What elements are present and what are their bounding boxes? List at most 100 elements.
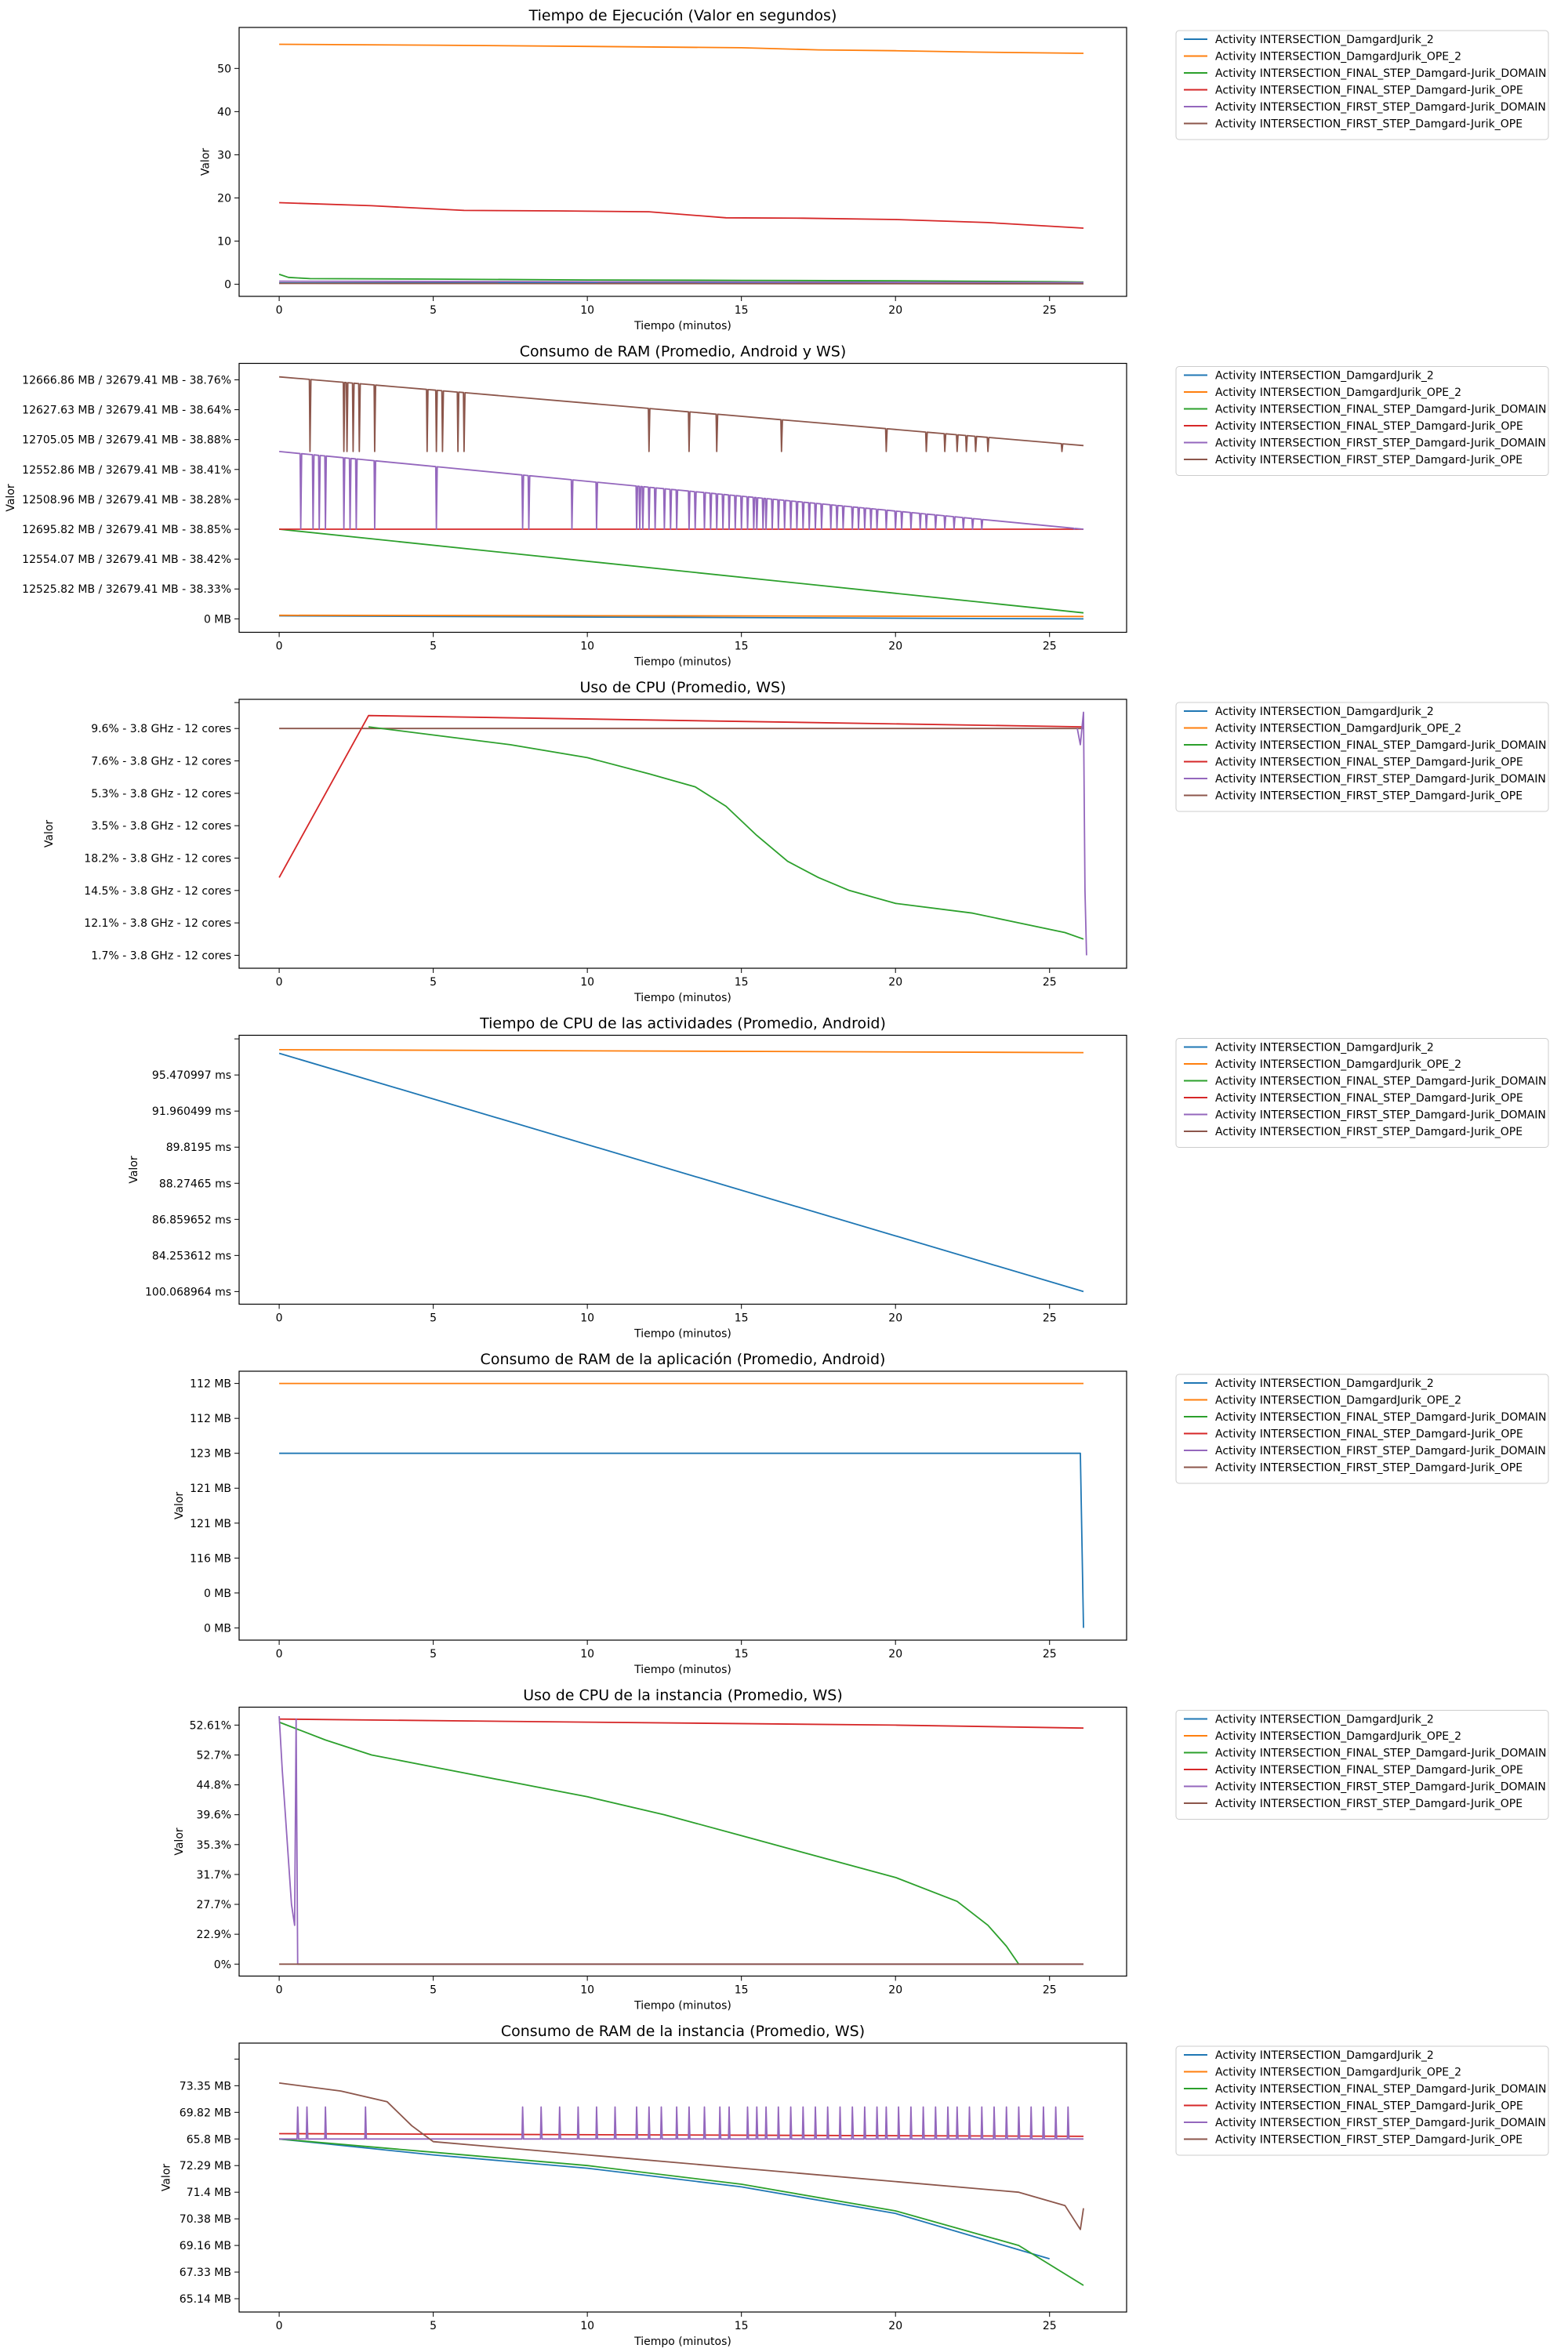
chart-3-y-tick-label: 7.6% - 3.8 GHz - 12 cores bbox=[91, 756, 231, 768]
chart-1-legend-entry: Activity INTERSECTION_FIRST_STEP_Damgard… bbox=[1215, 101, 1546, 114]
chart-5-y-axis-label: Valor bbox=[173, 1492, 186, 1520]
chart-6-y-tick-label: 44.8% bbox=[197, 1780, 231, 1792]
chart-6-title: Uso de CPU de la instancia (Promedio, WS… bbox=[523, 1687, 843, 1704]
chart-4-y-tick-label: 89.8195 ms bbox=[166, 1142, 231, 1154]
chart-4-x-tick-label: 15 bbox=[735, 1312, 749, 1325]
chart-3-legend-entry: Activity INTERSECTION_FIRST_STEP_Damgard… bbox=[1215, 773, 1546, 786]
chart-5-x-tick-label: 15 bbox=[735, 1648, 749, 1661]
chart-4-legend-entry: Activity INTERSECTION_FIRST_STEP_Damgard… bbox=[1215, 1109, 1546, 1122]
chart-4-legend-entry: Activity INTERSECTION_FINAL_STEP_Damgard… bbox=[1215, 1076, 1546, 1088]
chart-4-y-axis-label: Valor bbox=[128, 1156, 140, 1184]
chart-1-x-tick-label: 0 bbox=[276, 304, 283, 317]
chart-5-title: Consumo de RAM de la aplicación (Promedi… bbox=[481, 1351, 886, 1368]
chart-3-legend-entry: Activity INTERSECTION_DamgardJurik_2 bbox=[1215, 706, 1434, 718]
chart-3-series-5 bbox=[1076, 711, 1087, 956]
chart-4-x-tick-label: 20 bbox=[888, 1312, 902, 1325]
chart-6-y-tick-label: 27.7% bbox=[197, 1899, 231, 1911]
chart-2-legend-entry: Activity INTERSECTION_FIRST_STEP_Damgard… bbox=[1215, 437, 1546, 450]
chart-1-y-tick-label: 20 bbox=[217, 192, 231, 205]
chart-2-y-axis-label: Valor bbox=[5, 484, 17, 512]
chart-5-legend-entry: Activity INTERSECTION_FIRST_STEP_Damgard… bbox=[1215, 1445, 1546, 1457]
chart-1-series-3 bbox=[278, 274, 1084, 283]
chart-6-legend-entry: Activity INTERSECTION_FINAL_STEP_Damgard… bbox=[1215, 1764, 1523, 1777]
chart-7-plot-area bbox=[238, 2042, 1127, 2313]
chart-6-legend bbox=[1175, 1710, 1549, 1820]
chart-2-x-tick-label: 15 bbox=[735, 641, 749, 653]
chart-3-y-tick-label: 12.1% - 3.8 GHz - 12 cores bbox=[84, 917, 231, 930]
chart-7-y-tick-label: 69.16 MB bbox=[180, 2240, 231, 2252]
chart-7-series-4 bbox=[279, 2132, 1084, 2137]
chart-1-plot-area bbox=[238, 27, 1127, 297]
chart-6-series-3 bbox=[278, 1721, 1020, 1965]
chart-4-x-tick-label: 0 bbox=[276, 1312, 283, 1325]
chart-4-legend-entry: Activity INTERSECTION_DamgardJurik_2 bbox=[1215, 1042, 1434, 1054]
chart-7-y-tick-label: 65.14 MB bbox=[180, 2293, 231, 2306]
chart-1-legend-entry: Activity INTERSECTION_FIRST_STEP_Damgard… bbox=[1215, 118, 1523, 131]
chart-3-x-tick-label: 15 bbox=[735, 976, 749, 989]
chart-3-y-tick-label: 1.7% - 3.8 GHz - 12 cores bbox=[91, 949, 231, 962]
chart-6-plot-area bbox=[238, 1706, 1127, 1977]
chart-7-y-tick-label: 65.8 MB bbox=[187, 2133, 231, 2146]
chart-4-series-2 bbox=[279, 1049, 1084, 1054]
chart-1-x-tick-label: 15 bbox=[735, 304, 749, 317]
chart-6-y-tick-label: 52.61% bbox=[190, 1719, 231, 1732]
chart-6-legend-entry: Activity INTERSECTION_DamgardJurik_OPE_2 bbox=[1215, 1730, 1461, 1743]
chart-4-plot-area bbox=[238, 1034, 1127, 1305]
chart-5-plot-area bbox=[238, 1370, 1127, 1641]
chart-2-x-tick-label: 20 bbox=[888, 641, 902, 653]
chart-1-y-tick-label: 30 bbox=[217, 149, 231, 162]
chart-6-y-tick-label: 22.9% bbox=[197, 1929, 231, 1941]
chart-3-x-tick-label: 5 bbox=[430, 976, 437, 989]
chart-5-y-tick-label: 121 MB bbox=[190, 1518, 231, 1530]
chart-5-legend bbox=[1175, 1374, 1549, 1484]
chart-7-legend-entry: Activity INTERSECTION_FINAL_STEP_Damgard… bbox=[1215, 2100, 1523, 2113]
chart-2-legend-entry: Activity INTERSECTION_FINAL_STEP_Damgard… bbox=[1215, 420, 1523, 433]
chart-5-x-tick-label: 10 bbox=[580, 1648, 594, 1661]
chart-7-y-tick-label: 72.29 MB bbox=[180, 2160, 231, 2172]
chart-3-y-tick-label: 18.2% - 3.8 GHz - 12 cores bbox=[84, 852, 231, 865]
chart-3-legend-entry: Activity INTERSECTION_FINAL_STEP_Damgard… bbox=[1215, 757, 1523, 769]
chart-3-y-tick-label: 3.5% - 3.8 GHz - 12 cores bbox=[91, 820, 231, 833]
chart-2-legend-entry: Activity INTERSECTION_DamgardJurik_OPE_2 bbox=[1215, 387, 1461, 399]
chart-7-series-3 bbox=[279, 2138, 1084, 2286]
chart-6-series-4 bbox=[279, 1718, 1084, 1730]
chart-6-legend-entry: Activity INTERSECTION_DamgardJurik_2 bbox=[1215, 1714, 1434, 1726]
chart-1-x-tick-label: 10 bbox=[580, 304, 594, 317]
chart-2-y-tick-label: 12627.63 MB / 32679.41 MB - 38.64% bbox=[22, 405, 231, 417]
chart-6-x-tick-label: 20 bbox=[888, 1984, 902, 1997]
chart-6-x-tick-label: 0 bbox=[276, 1984, 283, 1997]
chart-5-y-tick-label: 116 MB bbox=[190, 1552, 231, 1565]
chart-3-legend bbox=[1175, 702, 1549, 812]
chart-5-y-tick-label: 121 MB bbox=[190, 1483, 231, 1495]
chart-7-x-tick-label: 5 bbox=[430, 2320, 437, 2332]
chart-2-legend-entry: Activity INTERSECTION_DamgardJurik_2 bbox=[1215, 370, 1434, 383]
chart-7-y-tick-label: 71.4 MB bbox=[187, 2187, 231, 2199]
chart-5-x-tick-label: 25 bbox=[1043, 1648, 1057, 1661]
chart-6-series-5 bbox=[278, 1715, 1083, 1965]
chart-4-y-tick-label: 86.859652 ms bbox=[152, 1214, 231, 1226]
chart-2-y-tick-label: 12666.86 MB / 32679.41 MB - 38.76% bbox=[22, 374, 231, 387]
chart-3-series-3 bbox=[368, 726, 1084, 940]
chart-6-y-tick-label: 52.7% bbox=[197, 1749, 231, 1762]
chart-2-y-tick-label: 12525.82 MB / 32679.41 MB - 38.33% bbox=[22, 583, 231, 596]
chart-2-x-axis-label: Tiempo (minutos) bbox=[633, 656, 731, 669]
chart-7-legend-entry: Activity INTERSECTION_FIRST_STEP_Damgard… bbox=[1215, 2117, 1546, 2129]
chart-7-series-1 bbox=[279, 2138, 1050, 2259]
chart-1-legend-entry: Activity INTERSECTION_FINAL_STEP_Damgard… bbox=[1215, 67, 1546, 80]
chart-3-x-tick-label: 10 bbox=[580, 976, 594, 989]
chart-5-y-tick-label: 0 MB bbox=[204, 1588, 231, 1600]
chart-7-y-tick-label: 67.33 MB bbox=[180, 2267, 231, 2279]
chart-3-y-axis-label: Valor bbox=[43, 820, 56, 848]
chart-2-legend-entry: Activity INTERSECTION_FINAL_STEP_Damgard… bbox=[1215, 404, 1546, 416]
chart-2-series-1 bbox=[279, 615, 1084, 620]
chart-1-y-tick-label: 0 bbox=[224, 279, 231, 292]
chart-2-y-tick-label: 12705.05 MB / 32679.41 MB - 38.88% bbox=[22, 434, 231, 447]
chart-7-y-tick-label: 69.82 MB bbox=[180, 2107, 231, 2119]
chart-5-x-tick-label: 5 bbox=[430, 1648, 437, 1661]
chart-7-x-tick-label: 25 bbox=[1043, 2320, 1057, 2332]
chart-6-x-tick-label: 5 bbox=[430, 1984, 437, 1997]
chart-2-series-5 bbox=[279, 451, 1084, 530]
chart-5-legend-entry: Activity INTERSECTION_FINAL_STEP_Damgard… bbox=[1215, 1411, 1546, 1424]
